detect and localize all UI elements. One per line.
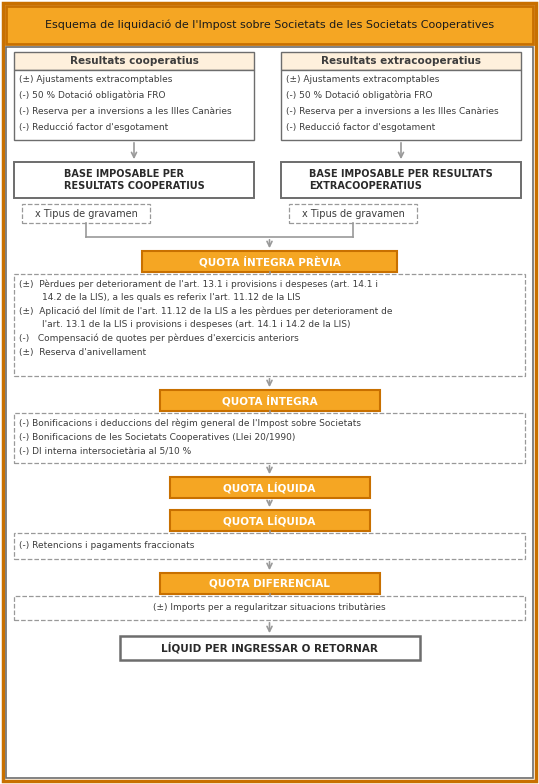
Bar [14,413,525,463]
Text: x Tipus de gravamen: x Tipus de gravamen [301,209,404,219]
Text: l'art. 13.1 de la LIS i provisions i despeses (art. 14.1 i 14.2 de la LIS): l'art. 13.1 de la LIS i provisions i des… [19,320,350,328]
Bar [14,52,254,70]
Bar [14,70,254,140]
Text: QUOTA DIFERENCIAL: QUOTA DIFERENCIAL [209,579,330,589]
Bar [281,162,521,198]
Bar [14,162,254,198]
Bar [22,204,150,223]
Text: 14.2 de la LIS), a les quals es referix l'art. 11.12 de la LIS: 14.2 de la LIS), a les quals es referix … [19,292,301,302]
Text: Esquema de liquidació de l'Impost sobre Societats de les Societats Cooperatives: Esquema de liquidació de l'Impost sobre … [45,20,494,31]
Text: (±) Ajustaments extracomptables: (±) Ajustaments extracomptables [286,74,439,84]
Text: (±) Ajustaments extracomptables: (±) Ajustaments extracomptables [19,74,172,84]
Text: BASE IMPOSABLE PER RESULTATS
EXTRACOOPERATIUS: BASE IMPOSABLE PER RESULTATS EXTRACOOPER… [309,169,493,191]
Text: (-) Reserva per a inversions a les Illes Canàries: (-) Reserva per a inversions a les Illes… [19,107,232,115]
Text: QUOTA ÍNTEGRA: QUOTA ÍNTEGRA [222,395,317,406]
Text: QUOTA LÍQUIDA: QUOTA LÍQUIDA [223,481,316,493]
Text: (-) Retencions i pagaments fraccionats: (-) Retencions i pagaments fraccionats [19,542,195,550]
Text: (-) DI interna intersocietària al 5/10 %: (-) DI interna intersocietària al 5/10 % [19,447,191,456]
Text: (-) Reducció factor d'esgotament: (-) Reducció factor d'esgotament [286,122,436,132]
Bar [169,477,370,498]
Bar [160,573,379,594]
Text: (-)   Compensació de quotes per pèrdues d'exercicis anteriors: (-) Compensació de quotes per pèrdues d'… [19,333,299,343]
Text: (-) Reducció factor d'esgotament: (-) Reducció factor d'esgotament [19,122,168,132]
Text: (±) Imports per a regularitzar situacions tributàries: (±) Imports per a regularitzar situacion… [153,604,386,612]
Bar [14,533,525,559]
Bar [14,596,525,620]
Text: Resultats extracooperatius: Resultats extracooperatius [321,56,481,66]
Bar [169,510,370,531]
Text: (±)  Aplicació del límit de l'art. 11.12 de la LIS a les pèrdues per deteriorame: (±) Aplicació del límit de l'art. 11.12 … [19,307,392,316]
Text: Resultats cooperatius: Resultats cooperatius [70,56,198,66]
Text: (-) 50 % Dotació obligatòria FRO: (-) 50 % Dotació obligatòria FRO [19,90,165,100]
Text: (±)  Pèrdues per deteriorament de l'art. 13.1 i provisions i despeses (art. 14.1: (±) Pèrdues per deteriorament de l'art. … [19,279,378,289]
Bar [120,636,419,660]
Bar [289,204,417,223]
Text: LÍQUID PER INGRESSAR O RETORNAR: LÍQUID PER INGRESSAR O RETORNAR [161,642,378,654]
Text: x Tipus de gravamen: x Tipus de gravamen [34,209,137,219]
Bar [142,251,397,272]
Text: (-) Reserva per a inversions a les Illes Canàries: (-) Reserva per a inversions a les Illes… [286,107,499,115]
Bar [6,6,533,44]
Bar [160,390,379,411]
Text: BASE IMPOSABLE PER
RESULTATS COOPERATIUS: BASE IMPOSABLE PER RESULTATS COOPERATIUS [64,169,204,191]
Bar [14,274,525,376]
Bar [281,52,521,70]
Text: (-) 50 % Dotació obligatòria FRO: (-) 50 % Dotació obligatòria FRO [286,90,432,100]
Text: (-) Bonificacions i deduccions del règim general de l'Impost sobre Societats: (-) Bonificacions i deduccions del règim… [19,418,361,428]
Text: QUOTA ÍNTEGRA PRÈVIA: QUOTA ÍNTEGRA PRÈVIA [198,256,341,267]
Bar [281,70,521,140]
Text: (±)  Reserva d'anivellament: (±) Reserva d'anivellament [19,347,146,357]
Text: (-) Bonificacions de les Societats Cooperatives (Llei 20/1990): (-) Bonificacions de les Societats Coope… [19,433,295,441]
Text: QUOTA LÍQUIDA: QUOTA LÍQUIDA [223,515,316,526]
